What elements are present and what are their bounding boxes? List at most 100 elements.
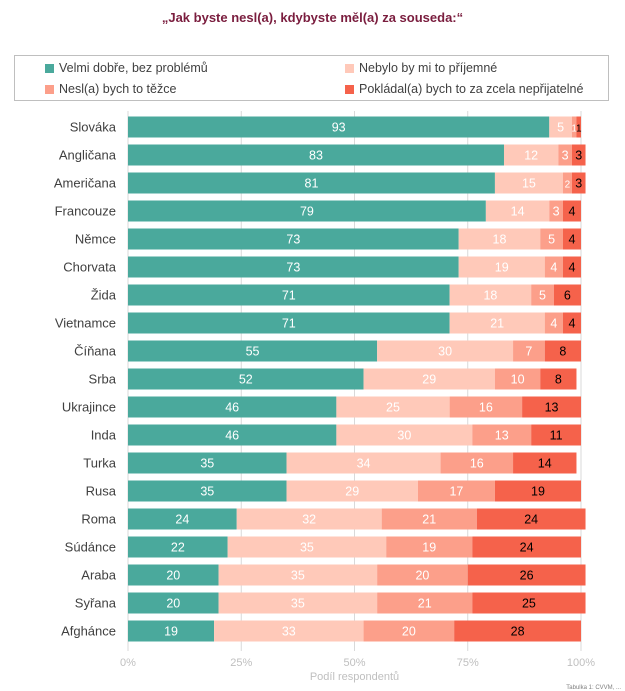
category-label: Afghánce bbox=[61, 624, 116, 639]
category-label: Srba bbox=[89, 372, 117, 387]
category-label: Syřana bbox=[75, 596, 117, 611]
x-tick-label: 100% bbox=[567, 657, 595, 669]
value-label: 25 bbox=[522, 597, 536, 611]
value-label: 21 bbox=[422, 513, 436, 527]
bar-segment bbox=[472, 592, 586, 614]
bar-segment bbox=[562, 200, 581, 222]
value-label: 13 bbox=[545, 401, 559, 415]
value-label: 35 bbox=[291, 569, 305, 583]
bar-segment bbox=[454, 620, 581, 642]
value-label: 2 bbox=[565, 180, 571, 191]
bar-segment bbox=[449, 396, 523, 418]
bar-segment bbox=[381, 508, 477, 530]
value-label: 19 bbox=[422, 541, 436, 555]
value-label: 1 bbox=[576, 124, 582, 135]
x-axis-label: Podíl respondentů bbox=[310, 671, 399, 683]
value-label: 24 bbox=[175, 513, 189, 527]
legend-item-4: Pokládal(a) bych to za zcela nepřijateln… bbox=[345, 82, 583, 96]
bar-segment bbox=[476, 508, 586, 530]
bar-segment bbox=[494, 480, 581, 502]
value-label: 79 bbox=[300, 205, 314, 219]
bar-segment bbox=[128, 256, 459, 278]
value-label: 19 bbox=[531, 485, 545, 499]
value-label: 16 bbox=[470, 457, 484, 471]
legend: Velmi dobře, bez problémů Nebylo by mi t… bbox=[14, 55, 609, 101]
value-label: 4 bbox=[568, 261, 575, 275]
bar-segment bbox=[128, 424, 337, 446]
legend-label-2: Nebylo by mi to příjemné bbox=[359, 61, 498, 75]
x-tick-label: 0% bbox=[120, 657, 136, 669]
value-label: 4 bbox=[550, 317, 557, 331]
bar-segment bbox=[128, 536, 228, 558]
value-label: 5 bbox=[557, 121, 564, 135]
value-label: 30 bbox=[438, 345, 452, 359]
bar-segment bbox=[449, 284, 532, 306]
bar-segment bbox=[286, 452, 441, 474]
x-tick-label: 50% bbox=[343, 657, 365, 669]
value-label: 12 bbox=[524, 149, 538, 163]
bar-segment bbox=[286, 480, 418, 502]
value-label: 22 bbox=[171, 541, 185, 555]
bar-segment bbox=[544, 340, 581, 362]
value-label: 8 bbox=[555, 373, 562, 387]
legend-item-3: Nesl(a) bych to těžce bbox=[45, 82, 176, 96]
value-label: 24 bbox=[524, 513, 538, 527]
value-label: 21 bbox=[418, 597, 432, 611]
category-label: Angličana bbox=[59, 148, 117, 163]
bar-segment bbox=[540, 368, 577, 390]
value-label: 20 bbox=[166, 597, 180, 611]
bar-segment bbox=[128, 340, 378, 362]
bar-segment bbox=[494, 368, 541, 390]
bar-segment bbox=[363, 368, 495, 390]
category-label: Slováka bbox=[70, 120, 117, 135]
value-label: 20 bbox=[166, 569, 180, 583]
footer-note: Tabulka 1: CVVM, ... bbox=[566, 685, 621, 691]
value-label: 4 bbox=[568, 205, 575, 219]
bar-segment bbox=[128, 228, 459, 250]
value-label: 24 bbox=[520, 541, 534, 555]
bar-segment bbox=[522, 396, 581, 418]
bar-segment bbox=[571, 172, 586, 194]
bar-segment bbox=[503, 144, 559, 166]
bar-segment bbox=[218, 564, 378, 586]
bar-segment bbox=[472, 424, 532, 446]
value-label: 26 bbox=[520, 569, 534, 583]
bar-segment bbox=[336, 396, 450, 418]
category-label: Roma bbox=[81, 512, 116, 527]
bar-segment bbox=[128, 564, 219, 586]
bar-segment bbox=[531, 284, 554, 306]
bar-segment bbox=[218, 592, 378, 614]
value-label: 10 bbox=[511, 373, 525, 387]
value-label: 20 bbox=[415, 569, 429, 583]
bar-segment bbox=[544, 256, 563, 278]
value-label: 32 bbox=[302, 513, 316, 527]
bar-segment bbox=[128, 284, 450, 306]
value-label: 14 bbox=[538, 457, 552, 471]
category-label: Číňana bbox=[74, 344, 117, 359]
value-label: 20 bbox=[402, 625, 416, 639]
value-label: 3 bbox=[553, 205, 560, 219]
category-label: Inda bbox=[91, 428, 117, 443]
bar-segment bbox=[128, 312, 450, 334]
bar-segment bbox=[494, 172, 563, 194]
category-label: Ukrajince bbox=[62, 400, 116, 415]
bar-segment bbox=[531, 424, 581, 446]
value-label: 25 bbox=[386, 401, 400, 415]
value-label: 71 bbox=[282, 289, 296, 303]
bar-segment bbox=[513, 452, 577, 474]
value-label: 5 bbox=[548, 233, 555, 247]
bar-segment bbox=[377, 340, 514, 362]
value-label: 93 bbox=[332, 121, 346, 135]
bar-segment bbox=[236, 508, 382, 530]
bar-segment bbox=[377, 592, 473, 614]
bar-segment bbox=[558, 144, 572, 166]
value-label: 29 bbox=[345, 485, 359, 499]
bar-segment bbox=[363, 620, 455, 642]
value-label: 83 bbox=[309, 149, 323, 163]
value-label: 4 bbox=[568, 233, 575, 247]
bar-segment bbox=[214, 620, 364, 642]
value-label: 5 bbox=[539, 289, 546, 303]
value-label: 55 bbox=[246, 345, 260, 359]
bar-segment bbox=[571, 116, 577, 138]
bar-segment bbox=[513, 340, 545, 362]
